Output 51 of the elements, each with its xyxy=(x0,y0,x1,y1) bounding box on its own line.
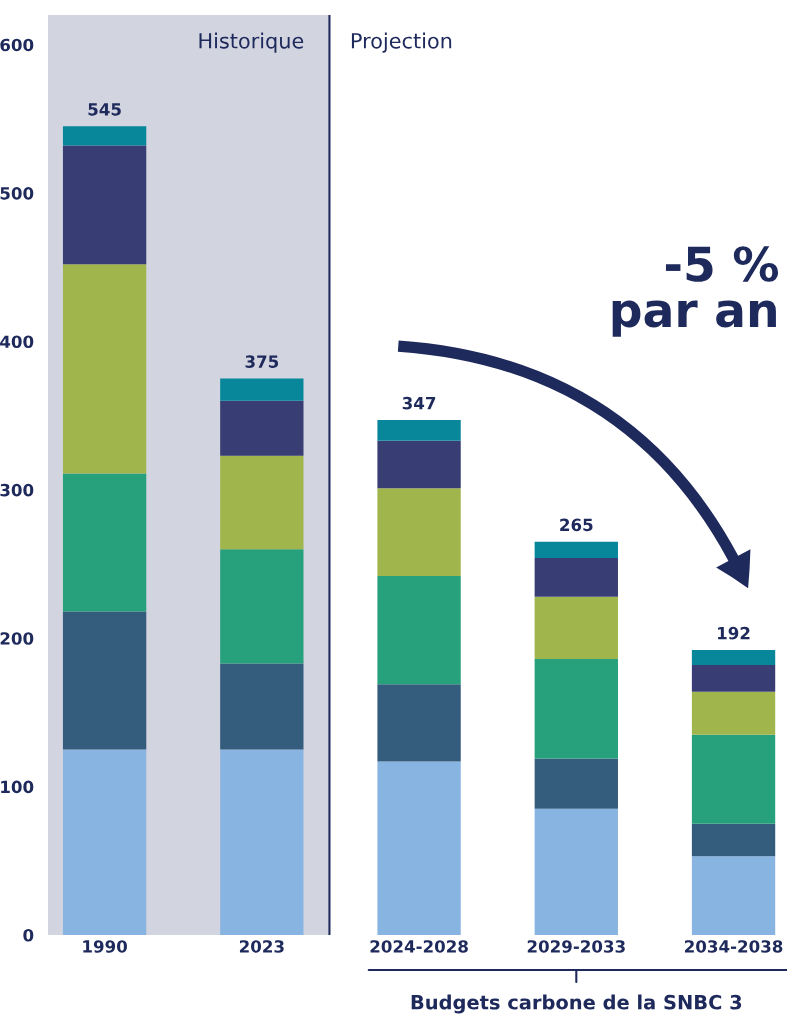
bar xyxy=(62,145,147,265)
bar xyxy=(62,264,147,474)
bar xyxy=(691,823,776,857)
y-tick-label: 0 xyxy=(23,928,34,942)
bar xyxy=(377,575,461,685)
x-tick-label: 2024-2028 xyxy=(370,940,468,953)
bar xyxy=(62,611,147,750)
y-tick-label: 200 xyxy=(0,632,34,645)
bar xyxy=(377,420,461,441)
bar xyxy=(377,761,461,935)
bar xyxy=(62,126,147,146)
y-tick-label: 500 xyxy=(0,187,34,200)
bar xyxy=(220,749,304,935)
total-label: 265 xyxy=(560,518,593,532)
bar xyxy=(377,440,461,489)
y-tick-label: 400 xyxy=(0,335,34,349)
x-tick-label: 2029-2033 xyxy=(527,940,625,953)
bar xyxy=(377,488,461,576)
bar xyxy=(220,400,304,456)
annotation: -5 % par an xyxy=(612,246,779,337)
bar xyxy=(691,664,776,692)
total-label: 347 xyxy=(402,396,436,410)
bar xyxy=(62,749,147,935)
bar xyxy=(62,473,147,612)
bar xyxy=(220,549,304,664)
band-label: Historique xyxy=(199,32,304,53)
bar xyxy=(691,734,776,824)
bar xyxy=(534,659,618,759)
x-tick-label: 2034-2038 xyxy=(685,940,783,953)
bar xyxy=(534,758,618,809)
bar xyxy=(534,541,618,559)
text: Budgets carbone de la SNBC 3 xyxy=(411,994,742,1014)
bar xyxy=(220,663,304,750)
y-tick-label: 600 xyxy=(0,38,34,52)
bar xyxy=(691,856,776,935)
bar xyxy=(220,455,304,550)
bar xyxy=(691,650,776,665)
bar xyxy=(534,808,618,935)
x-tick-label: 2023 xyxy=(239,940,284,953)
x-tick-label: 1990 xyxy=(83,940,127,953)
bar xyxy=(534,596,618,659)
y-tick-label: 100 xyxy=(1,780,34,794)
y-tick-label: 300 xyxy=(0,483,34,497)
total-label: 192 xyxy=(718,626,750,640)
bar xyxy=(691,691,776,735)
bar xyxy=(220,378,304,401)
ref-line-label: Projection xyxy=(351,32,452,53)
total-label: 545 xyxy=(88,103,121,116)
total-label: 375 xyxy=(245,355,279,368)
bar xyxy=(377,684,461,762)
bar xyxy=(534,558,618,597)
